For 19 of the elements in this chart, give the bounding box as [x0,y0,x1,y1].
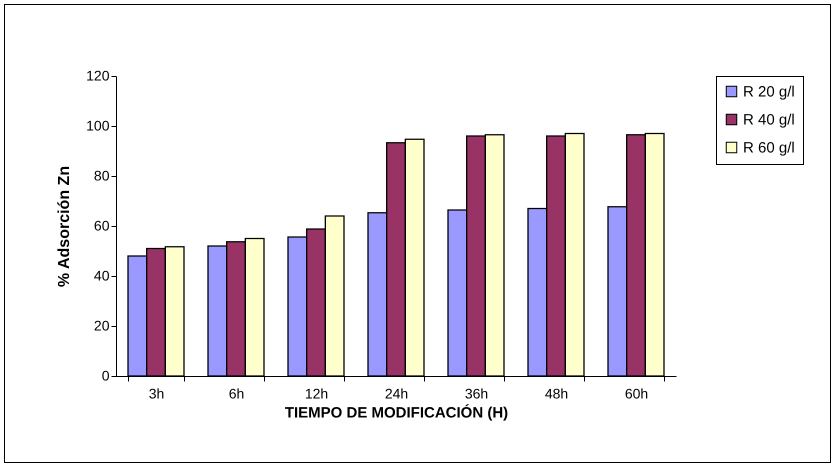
x-tick-label: 48h [544,386,568,402]
y-axis-title: % Adsorción Zn [56,166,74,288]
x-tick-label: 12h [304,386,328,402]
x-tick-label: 6h [228,386,244,402]
legend-label: R 60 g/l [743,140,795,156]
x-tick-label: 36h [464,386,488,402]
legend-label: R 20 g/l [743,84,795,100]
y-tick-label: 120 [86,68,110,84]
y-tick-label: 60 [94,218,110,234]
y-tick-label: 80 [94,168,110,184]
y-tick-label: 100 [86,118,110,134]
x-axis-title: TIEMPO DE MODIFICACIÓN (H) [284,404,508,422]
x-tick-label: 60h [624,386,648,402]
y-tick-label: 20 [94,318,110,334]
y-tick-label: 0 [102,368,110,384]
y-tick-label: 40 [94,268,110,284]
x-tick-label: 3h [148,386,164,402]
legend-label: R 40 g/l [743,112,795,128]
x-tick-label: 24h [384,386,408,402]
